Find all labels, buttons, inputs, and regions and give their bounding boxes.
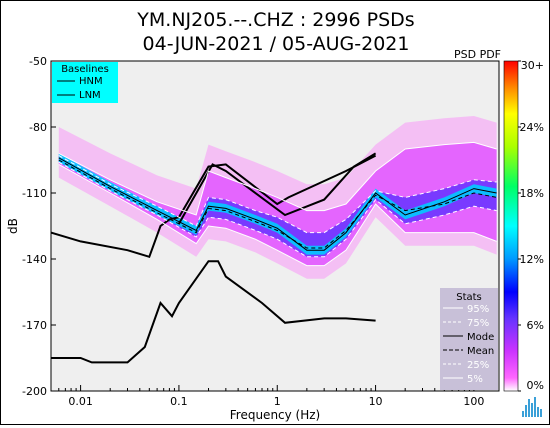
stats-legend: Stats 95% 75% Mode Mean 25% 5% <box>440 288 498 390</box>
stats-mean-label: Mean <box>467 346 494 357</box>
logo-icon <box>522 397 542 417</box>
stats-25-label: 25% <box>467 360 489 371</box>
psd-pdf-label: PSD PDF <box>454 48 501 61</box>
stats-5-label: 5% <box>467 374 483 385</box>
series-mode <box>58 157 497 251</box>
y-tick-label: -80 <box>29 121 47 134</box>
y-tick-label: -50 <box>29 55 47 68</box>
series-25pct <box>58 161 497 258</box>
y-axis: -50 -80 -110 -140 -170 -200 <box>22 55 56 398</box>
colorbar-ticks: 30+ 24% 18% 12% 6% 0% <box>518 59 544 392</box>
y-tick-label: -140 <box>22 253 47 266</box>
colorbar-tick-label: 30+ <box>521 59 544 72</box>
figure-title-line1: YM.NJ205.--.CHZ : 2996 PSDs <box>136 9 414 31</box>
y-tick-label: -170 <box>22 319 47 332</box>
baselines-legend: Baselines HNM LNM <box>52 62 118 103</box>
x-axis: 0.01 0.1 1 10 100 <box>50 385 484 408</box>
y-axis-label: dB <box>6 218 20 234</box>
colorbar-tick-label: 12% <box>520 253 544 266</box>
baseline-hnm-label: HNM <box>79 76 103 87</box>
baselines-legend-title: Baselines <box>61 64 109 75</box>
series-75pct <box>58 155 497 234</box>
series-lnm <box>51 260 376 364</box>
stats-mode-label: Mode <box>467 332 494 343</box>
density-mode-band <box>58 153 497 255</box>
colorbar-tick-label: 18% <box>520 187 544 200</box>
x-axis-label: Frequency (Hz) <box>230 408 321 422</box>
x-tick-label: 0.01 <box>68 395 93 408</box>
series-5pct <box>58 163 497 267</box>
figure-title-line2: 04-JUN-2021 / 05-AUG-2021 <box>143 33 410 55</box>
colorbar-tick-label: 0% <box>527 379 544 392</box>
stats-75-label: 75% <box>467 318 489 329</box>
x-tick-label: 0.1 <box>170 395 188 408</box>
stats-legend-title: Stats <box>456 292 482 303</box>
x-tick-label: 1 <box>274 395 281 408</box>
series-mean <box>58 159 497 249</box>
colorbar-tick-label: 6% <box>527 319 544 332</box>
stats-95-label: 95% <box>467 304 489 315</box>
y-tick-label: -200 <box>22 385 47 398</box>
x-tick-label: 100 <box>463 395 484 408</box>
x-tick-label: 10 <box>369 395 383 408</box>
series-95pct <box>58 141 497 216</box>
colorbar <box>503 60 519 392</box>
curves-layer <box>51 141 497 364</box>
baseline-lnm-label: LNM <box>79 90 101 101</box>
y-tick-label: -110 <box>22 187 47 200</box>
colorbar-tick-label: 24% <box>520 121 544 134</box>
